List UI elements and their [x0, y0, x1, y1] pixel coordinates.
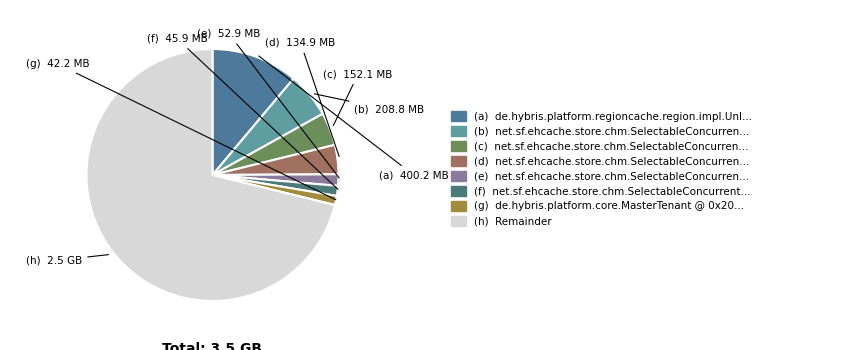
Wedge shape	[212, 114, 335, 175]
Legend: (a)  de.hybris.platform.regioncache.region.impl.Unl..., (b)  net.sf.ehcache.stor: (a) de.hybris.platform.regioncache.regio…	[451, 111, 752, 226]
Wedge shape	[212, 175, 337, 205]
Text: (d)  134.9 MB: (d) 134.9 MB	[265, 38, 339, 156]
Text: (f)  45.9 MB: (f) 45.9 MB	[147, 34, 338, 189]
Wedge shape	[212, 145, 338, 175]
Text: (h)  2.5 GB: (h) 2.5 GB	[26, 254, 109, 266]
Wedge shape	[212, 174, 338, 186]
Text: (e)  52.9 MB: (e) 52.9 MB	[197, 29, 339, 178]
Text: (c)  152.1 MB: (c) 152.1 MB	[323, 69, 393, 126]
Text: (b)  208.8 MB: (b) 208.8 MB	[314, 94, 424, 114]
Wedge shape	[212, 49, 293, 175]
Wedge shape	[212, 175, 338, 196]
Text: (g)  42.2 MB: (g) 42.2 MB	[26, 59, 336, 200]
Text: (a)  400.2 MB: (a) 400.2 MB	[258, 56, 449, 180]
Wedge shape	[212, 78, 323, 175]
Text: Total: 3.5 GB: Total: 3.5 GB	[162, 342, 263, 350]
Wedge shape	[87, 49, 335, 301]
